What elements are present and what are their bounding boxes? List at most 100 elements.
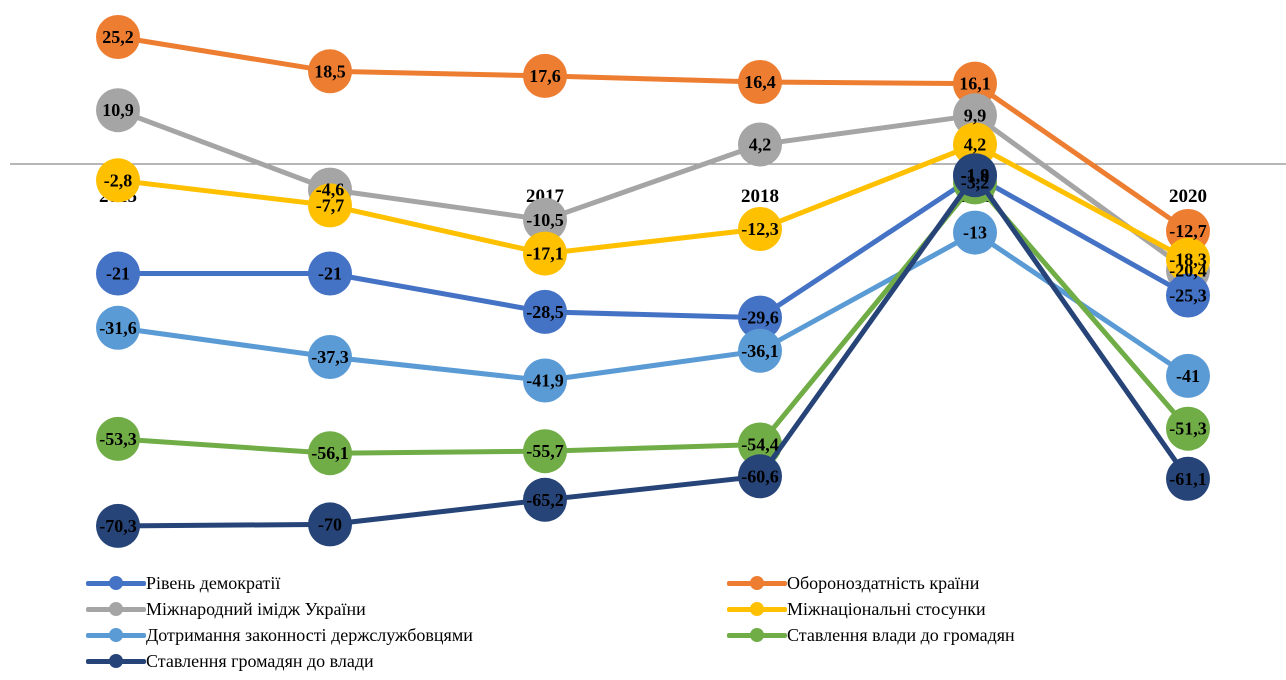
series-line-5: [115, 179, 1191, 456]
data-point-1-3: [738, 122, 782, 167]
legend-label: Дотримання законності держслужбовцями: [146, 624, 473, 645]
data-label-4-3: -36,1: [741, 341, 779, 361]
legend-swatch: [86, 650, 146, 672]
data-point-2-1: [308, 183, 352, 228]
data-label-0-3: 16,4: [744, 72, 776, 92]
data-label-0-5: -12,7: [1169, 221, 1207, 241]
series-5: [96, 160, 1210, 476]
data-point-2-3: [738, 207, 782, 251]
data-label-6-0: -70,3: [99, 516, 137, 536]
data-point-5-5: [1166, 406, 1210, 451]
data-label-0-2: 17,6: [529, 66, 561, 86]
data-point-6-3: [738, 454, 782, 499]
data-point-1-0: [96, 88, 140, 133]
data-label-2-0: -2,8: [104, 170, 133, 190]
legend-label: Рівень демократії: [146, 572, 281, 593]
legend-label: Ставлення громадян до влади: [146, 650, 374, 671]
data-label-4-1: -37,3: [311, 347, 349, 367]
series-line-4: [115, 230, 1191, 383]
data-label-4-5: -41: [1176, 366, 1200, 386]
data-point-4-4: [953, 210, 997, 255]
series-line-1: [115, 107, 1191, 273]
data-label-3-2: -28,5: [526, 302, 564, 322]
data-label-4-0: -31,6: [99, 318, 137, 338]
x-tick-label-2018: 2018: [741, 186, 779, 207]
legend-label: Ставлення влади до громадян: [787, 624, 1015, 645]
line-chart: 201520162017201820192020 25,218,517,616,…: [10, 15, 1286, 548]
data-label-3-3: -29,6: [741, 308, 779, 328]
data-point-3-3: [738, 295, 782, 340]
data-label-1-1: -4,6: [316, 180, 345, 200]
data-point-6-1: [308, 502, 352, 547]
data-point-3-0: [96, 251, 140, 296]
data-point-0-3: [738, 60, 782, 104]
data-label-6-1: -70: [318, 514, 342, 534]
legend: Рівень демократії Оборонoздатність країни…: [86, 572, 1246, 680]
data-label-4-4: -13: [963, 223, 987, 243]
series-line-3: [115, 173, 1191, 321]
data-point-0-2: [523, 53, 567, 98]
data-point-6-5: [1166, 456, 1210, 501]
data-point-2-4: [953, 122, 997, 167]
data-label-5-5: -51,3: [1169, 419, 1207, 439]
series-6: [96, 153, 1210, 548]
data-label-2-3: -12,3: [741, 219, 779, 239]
data-point-3-2: [523, 289, 567, 334]
data-label-6-5: -61,1: [1169, 469, 1207, 489]
legend-swatch: [727, 624, 787, 646]
data-label-5-1: -56,1: [311, 443, 349, 463]
data-point-3-5: [1166, 273, 1210, 318]
legend-item-0: Рівень демократії: [86, 572, 280, 594]
data-label-6-4: -1,8: [961, 165, 990, 185]
data-label-2-5: -18,3: [1169, 250, 1207, 270]
data-label-3-0: -21: [106, 264, 130, 284]
data-point-4-0: [96, 305, 140, 350]
data-point-2-0: [96, 158, 140, 203]
data-label-2-1: -7,7: [316, 195, 345, 215]
series-line-0: [115, 34, 1191, 234]
data-point-4-5: [1166, 353, 1210, 398]
data-label-4-2: -41,9: [526, 371, 564, 391]
data-point-5-0: [96, 416, 140, 461]
data-label-0-4: 16,1: [959, 74, 991, 94]
data-labels: 25,2 18,5 17,6 16,4 16,1 -12,7 10,9 -4,6 -10,5 4,…: [99, 27, 1207, 536]
data-label-1-4: 9,9: [964, 105, 987, 125]
x-tick-label-2020: 2020: [1169, 186, 1207, 207]
series-line-2: [115, 142, 1191, 263]
series-3: [96, 153, 1210, 340]
legend-swatch: [86, 572, 146, 594]
data-label-0-0: 25,2: [102, 27, 134, 47]
data-label-3-5: -25,3: [1169, 286, 1207, 306]
data-point-4-3: [738, 328, 782, 373]
series-0: [96, 15, 1210, 253]
legend-item-1: Оборонoздатність країни: [727, 572, 979, 594]
legend-label: Оборонoздатність країни: [787, 572, 980, 593]
legend-swatch: [86, 624, 146, 646]
data-label-1-0: 10,9: [102, 100, 134, 120]
legend-item-3: Міжнаціональні стосунки: [727, 598, 986, 620]
data-point-5-2: [523, 429, 567, 474]
data-label-5-3: -54,4: [741, 435, 779, 455]
legend-item-6: Ставлення громадян до влади: [86, 650, 374, 672]
legend-swatch: [727, 572, 787, 594]
data-label-6-2: -65,2: [526, 490, 564, 510]
data-label-1-3: 4,2: [749, 135, 772, 155]
data-point-3-1: [308, 251, 352, 296]
data-point-5-1: [308, 431, 352, 476]
data-label-5-2: -55,7: [526, 441, 564, 461]
legend-swatch: [727, 598, 787, 620]
data-point-0-1: [308, 49, 352, 94]
data-label-3-1: -21: [318, 264, 342, 284]
data-label-1-5: -20,4: [1169, 260, 1207, 280]
legend-label: Міжнаціональні стосунки: [787, 598, 986, 619]
data-point-2-5: [1166, 237, 1210, 282]
data-point-4-1: [308, 335, 352, 379]
data-point-0-4: [953, 61, 997, 106]
data-point-6-4: [953, 153, 997, 198]
data-point-2-2: [523, 231, 567, 276]
data-label-5-4: -3,2: [961, 172, 990, 192]
data-point-4-2: [523, 358, 567, 403]
series-lines: [96, 15, 1210, 548]
data-point-1-2: [523, 197, 567, 242]
data-label-5-0: -53,3: [99, 429, 137, 449]
